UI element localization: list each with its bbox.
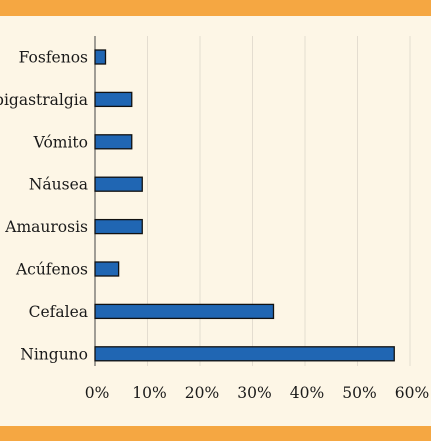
x-tick-label: 10% [132,384,166,402]
category-label: Vómito [33,133,88,151]
bar-náusea [94,176,143,192]
x-tick-label: 0% [85,384,110,402]
category-label: Acúfenos [15,261,88,279]
bar-fosfenos [94,49,107,65]
bar-epigastralgia [94,91,133,108]
grid-lines [94,36,411,366]
bottom-band [0,426,431,441]
category-label: Náusea [29,176,88,194]
bar-ninguno [94,346,395,362]
x-tick-labels: 0% 10% 20% 30% 40% 50% 60% [85,384,430,402]
category-label: Epigastralgia [0,91,88,109]
top-band [0,0,431,16]
x-tick-label: 60% [395,384,429,402]
category-label: Fosfenos [19,49,88,67]
bar-vómito [94,134,133,150]
bars [94,49,395,362]
category-label: Ninguno [20,345,88,363]
bar-chart: Fosfenos Epigastralgia Vómito Náusea Amauros… [0,36,430,402]
x-tick-label: 50% [342,384,376,402]
x-tick-label: 30% [237,384,271,402]
bar-amaurosis [94,218,143,235]
category-label: Cefalea [29,303,88,321]
bar-acúfenos [94,261,120,277]
category-label: Amaurosis [4,218,88,236]
category-labels: Fosfenos Epigastralgia Vómito Náusea Amauros… [0,49,88,364]
x-tick-label: 20% [185,384,219,402]
bar-cefalea [94,303,275,320]
x-tick-label: 40% [290,384,324,402]
